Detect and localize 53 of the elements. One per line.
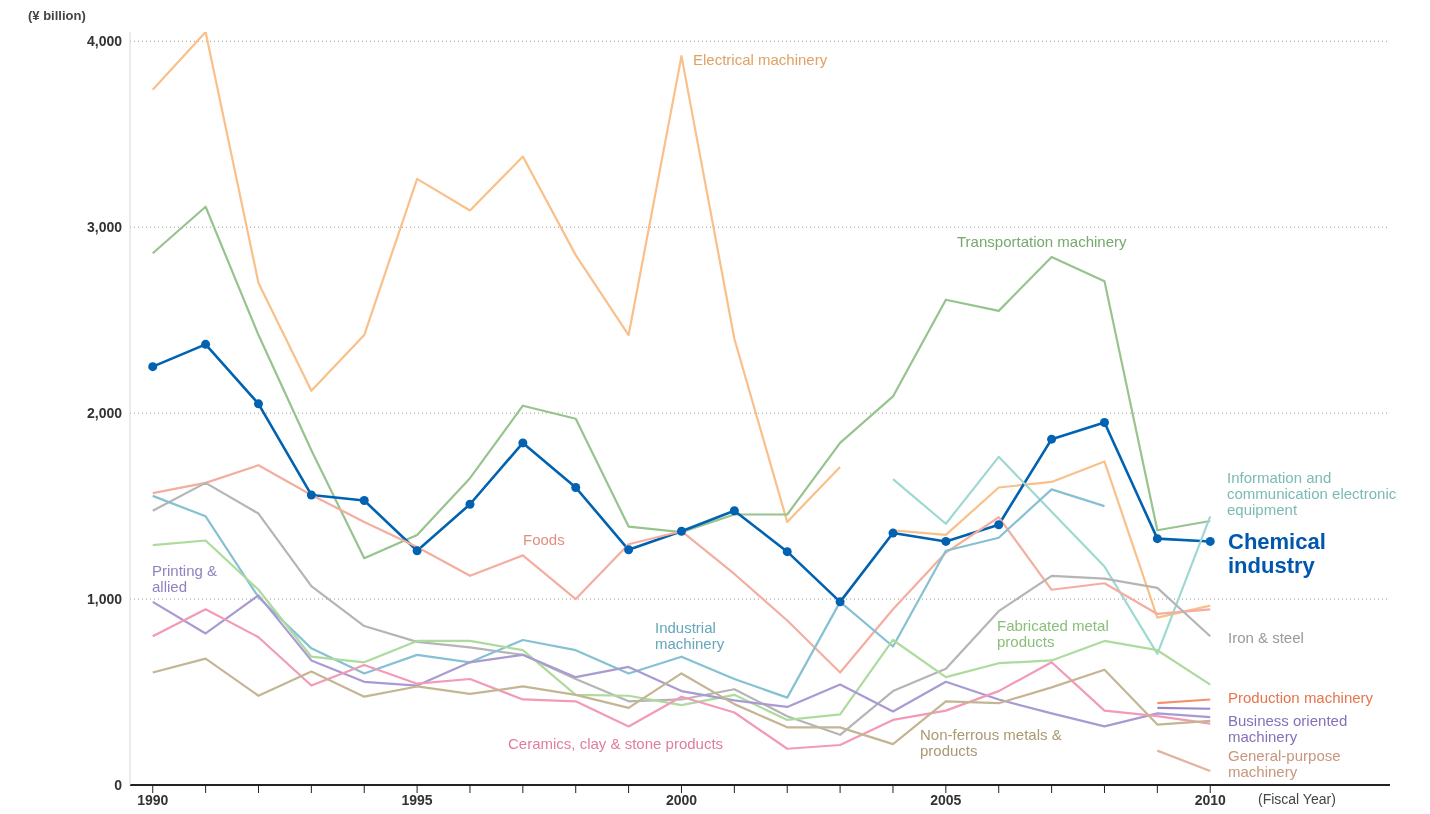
series-label: Printing & allied <box>152 562 219 595</box>
point <box>1099 417 1109 427</box>
line-series <box>151 594 1212 728</box>
x-axis-title: (Fiscal Year) <box>1258 791 1336 807</box>
series-label: Chemical industry <box>1228 529 1327 578</box>
line-series <box>151 464 1212 674</box>
x-tick-label: 2010 <box>1194 791 1227 808</box>
y-tick-label: 2,000 <box>86 405 123 422</box>
point <box>782 547 792 557</box>
point <box>359 496 369 506</box>
point <box>676 526 686 536</box>
point <box>1205 536 1215 546</box>
series-label: Non-ferrous metals & products <box>920 726 1063 759</box>
series-label: Ceramics, clay & stone products <box>508 735 725 752</box>
x-tick-label: 1995 <box>401 791 433 808</box>
x-tick-label: 2000 <box>665 791 698 808</box>
line-series <box>151 205 1212 560</box>
y-tick-label: 1,000 <box>86 591 123 608</box>
line-series <box>151 488 1106 699</box>
point <box>148 362 158 372</box>
point <box>412 546 422 556</box>
line-series <box>151 32 842 524</box>
series-label: Fabricated metal products <box>997 617 1110 650</box>
point <box>306 490 316 500</box>
point <box>201 339 211 349</box>
series-label: Industrial machinery <box>655 619 726 652</box>
y-tick-label: 0 <box>114 776 123 793</box>
point <box>835 597 845 607</box>
series-label: Foods <box>523 531 566 548</box>
series-label: Information and communication electronic equipment <box>1227 469 1398 518</box>
point <box>1152 534 1162 544</box>
line-series <box>891 455 1212 656</box>
point <box>624 545 634 555</box>
point <box>518 438 528 448</box>
series-label: Business oriented machinery <box>1228 712 1349 745</box>
point <box>941 536 951 546</box>
x-tick-label: 1990 <box>137 791 169 808</box>
point <box>888 528 898 538</box>
point <box>465 499 475 509</box>
point <box>994 520 1004 530</box>
x-tick-label: 2005 <box>930 791 962 808</box>
series-label: Electrical machinery <box>693 51 829 68</box>
point <box>571 483 581 493</box>
y-axis-title: (¥ billion) <box>28 8 86 23</box>
point <box>1047 434 1057 444</box>
point <box>253 399 263 409</box>
series-label: Iron & steel <box>1228 629 1305 646</box>
point <box>729 506 739 516</box>
series-label: Production machinery <box>1228 689 1375 706</box>
y-tick-label: 3,000 <box>86 219 123 236</box>
series-label: Transportation machinery <box>957 233 1128 250</box>
series-label: General-purpose machinery <box>1228 747 1342 780</box>
y-tick-label: 4,000 <box>86 33 123 50</box>
